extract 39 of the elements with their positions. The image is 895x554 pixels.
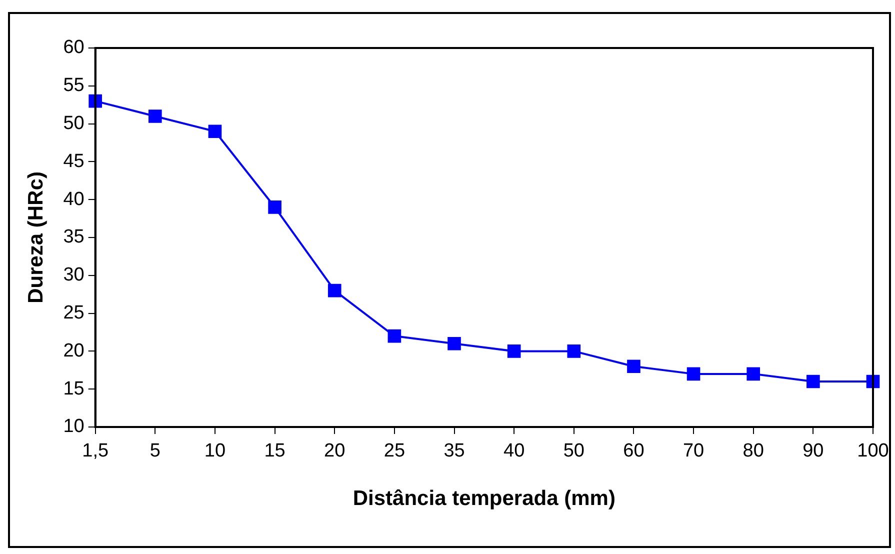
y-tick-label: 30: [63, 264, 84, 286]
point: [627, 360, 640, 374]
point: [208, 124, 222, 138]
y-tick-label: 10: [63, 416, 84, 438]
y-tick-label: 40: [63, 188, 84, 210]
y-axis-title: Dureza (HRc): [24, 172, 48, 304]
x-tick-label: 5: [150, 440, 160, 462]
x-tick-label: 60: [623, 440, 644, 462]
x-tick-label: 35: [444, 440, 465, 462]
x-tick-label: 25: [384, 440, 406, 462]
point: [507, 344, 521, 358]
y-tick-label: 20: [63, 340, 84, 362]
y-tick-label: 60: [63, 37, 84, 58]
y-tick-label: 45: [63, 150, 84, 172]
x-tick-label: 80: [742, 440, 764, 462]
y-tick-label: 15: [63, 378, 84, 400]
x-tick-label: 50: [563, 440, 584, 462]
point: [388, 329, 402, 343]
y-tick-label: 55: [63, 75, 84, 96]
point: [328, 284, 342, 298]
y-tick-label: 35: [63, 226, 84, 248]
x-tick-label: 1,5: [82, 440, 109, 462]
x-tick-label: 40: [504, 440, 525, 462]
x-tick-label: 90: [802, 440, 824, 462]
x-tick-label: 100: [857, 440, 889, 462]
point: [148, 110, 162, 123]
point: [806, 374, 820, 388]
point: [746, 367, 760, 381]
point: [448, 336, 461, 350]
x-tick-label: 20: [324, 440, 346, 462]
x-axis-title: Distância temperada (mm): [352, 487, 616, 510]
y-tick-label: 25: [63, 302, 84, 324]
y-tick-label: 50: [63, 113, 84, 134]
point: [686, 367, 700, 381]
x-tick-label: 15: [264, 440, 286, 462]
point: [268, 200, 282, 214]
x-tick-label: 10: [204, 440, 226, 462]
point: [567, 344, 581, 358]
x-tick-label: 70: [682, 440, 704, 462]
